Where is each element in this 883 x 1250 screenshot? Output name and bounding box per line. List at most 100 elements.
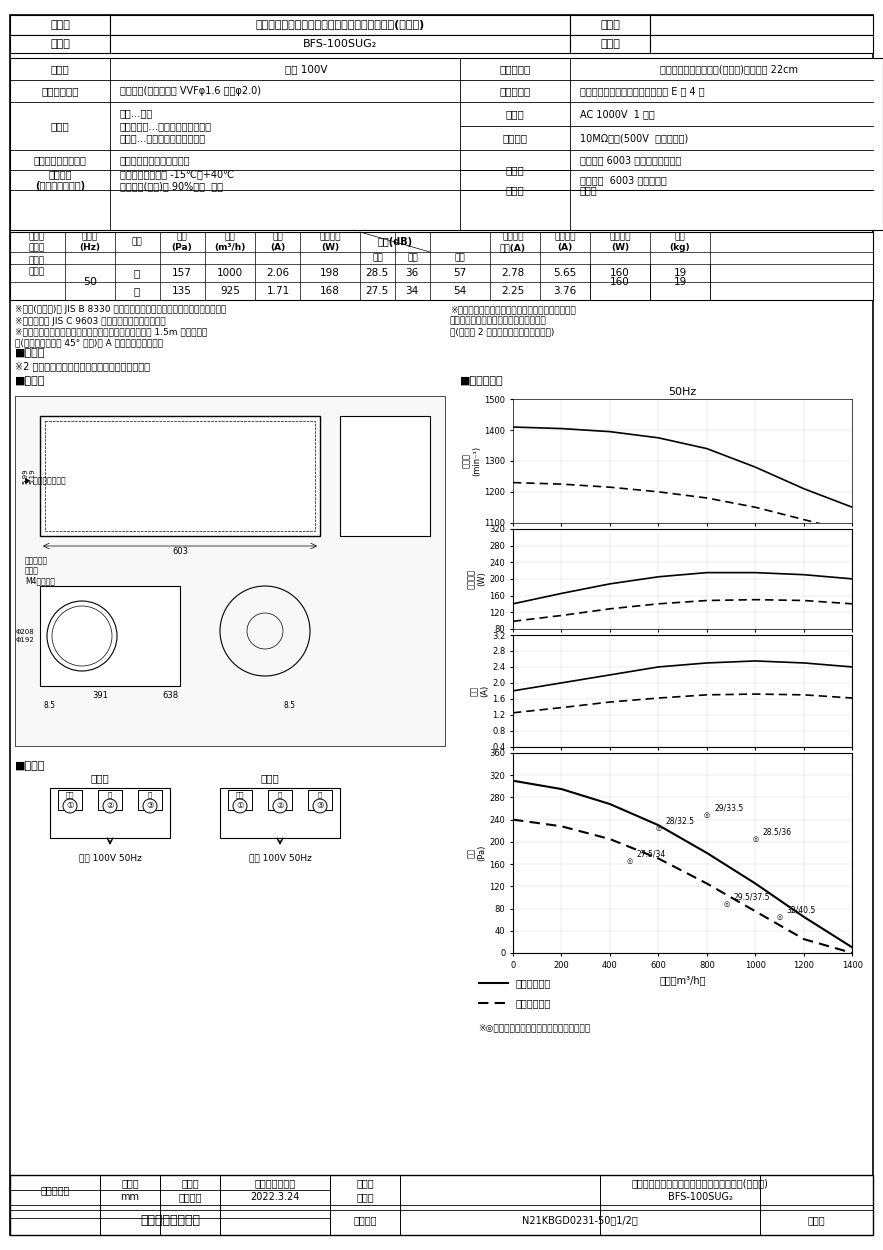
Bar <box>220 788 340 838</box>
Bar <box>98 790 122 810</box>
Text: ※騒音値は吐出側、吸込側にダクトを取り付けた状態で 1.5m 離れた地点: ※騒音値は吐出側、吸込側にダクトを取り付けた状態で 1.5m 離れた地点 <box>15 328 208 336</box>
Text: 28/32.5: 28/32.5 <box>666 816 695 825</box>
Text: ※風量(空気量)は JIS B 8330 のオリフィスチャンバー法で測定した値です。: ※風量(空気量)は JIS B 8330 のオリフィスチャンバー法で測定した値で… <box>15 305 226 315</box>
Text: 反負荷側  6003 両シールド: 反負荷側 6003 両シールド <box>580 175 667 185</box>
Bar <box>10 58 883 230</box>
Text: 198: 198 <box>320 268 340 278</box>
Text: 50: 50 <box>83 278 97 288</box>
Bar <box>40 416 320 536</box>
Text: ▶ 天吊全景詳細図: ▶ 天吊全景詳細図 <box>25 476 65 485</box>
Text: Φ208
Φ192: Φ208 Φ192 <box>16 629 34 642</box>
Text: 弱: 弱 <box>108 791 112 799</box>
Text: 弱: 弱 <box>278 791 283 799</box>
Circle shape <box>103 799 117 812</box>
Text: 弱ノッチ運転: 弱ノッチ運転 <box>515 999 550 1009</box>
Y-axis label: 消費電力
(W): 消費電力 (W) <box>467 569 487 589</box>
Bar <box>650 15 873 35</box>
Text: 公称出力
(W): 公称出力 (W) <box>609 232 630 253</box>
Text: 負荷側　 6003 両シール極軽接触: 負荷側 6003 両シール極軽接触 <box>580 155 682 165</box>
Circle shape <box>273 799 287 812</box>
Text: 起動電流
(A): 起動電流 (A) <box>555 232 576 253</box>
Text: 160: 160 <box>610 268 630 278</box>
Bar <box>10 232 873 300</box>
Text: 10MΩ以上(500V  絶縁抵抗計): 10MΩ以上(500V 絶縁抵抗計) <box>580 132 688 142</box>
Text: ◎: ◎ <box>704 812 710 819</box>
Text: 風量
(m³/h): 風量 (m³/h) <box>215 232 245 253</box>
Text: 2.25: 2.25 <box>502 286 525 296</box>
Text: ■お願い: ■お願い <box>15 348 45 358</box>
Text: 160: 160 <box>610 278 630 288</box>
Text: 送風機形式: 送風機形式 <box>500 64 531 74</box>
Text: 三菱ストレートシロッコファン天吊埋込タイプ(消音形): 三菱ストレートシロッコファン天吊埋込タイプ(消音形) <box>255 20 425 30</box>
Text: 28.5: 28.5 <box>366 268 389 278</box>
Text: 8.5: 8.5 <box>284 701 296 710</box>
Text: ウレア: ウレア <box>580 185 598 195</box>
Bar <box>650 264 710 300</box>
Circle shape <box>63 799 77 812</box>
Text: 2.06: 2.06 <box>267 268 290 278</box>
Circle shape <box>233 799 247 812</box>
Bar <box>10 15 110 35</box>
Bar <box>10 35 110 52</box>
Text: 温度　　　　　　 -15℃～+40℃
相対湿度(常温)　 90%以下  屋内: 温度 -15℃～+40℃ 相対湿度(常温) 90%以下 屋内 <box>120 169 234 191</box>
Text: 非比例尺: 非比例尺 <box>178 1192 201 1202</box>
Text: 5.19: 5.19 <box>29 469 35 484</box>
Text: mm: mm <box>120 1192 140 1202</box>
Text: 第３角図法: 第３角図法 <box>41 1185 70 1195</box>
Text: 羽根…樹脂
ケーシング…溶融亜鉛めっき鋼板
モータ…高耐食溶融めっき鋼板: 羽根…樹脂 ケーシング…溶融亜鉛めっき鋼板 モータ…高耐食溶融めっき鋼板 <box>120 109 212 144</box>
Text: 形　名: 形 名 <box>356 1192 374 1202</box>
Text: 5.65: 5.65 <box>554 268 577 278</box>
Text: (吐出騒音は斜め 45° 方向)の A スケールの値です。: (吐出騒音は斜め 45° 方向)の A スケールの値です。 <box>15 339 163 348</box>
Text: 単相 100V: 単相 100V <box>285 64 328 74</box>
Text: ②: ② <box>276 801 283 810</box>
Text: 材　料: 材 料 <box>50 121 70 131</box>
Text: 速調: 速調 <box>132 238 142 246</box>
Text: 共通: 共通 <box>65 791 74 799</box>
Text: ■結線図: ■結線図 <box>15 761 45 771</box>
Text: 電流
(A): 電流 (A) <box>270 232 285 253</box>
Text: 5.99: 5.99 <box>22 469 28 484</box>
Y-axis label: 静圧
(Pa): 静圧 (Pa) <box>467 845 487 861</box>
Text: 吸込: 吸込 <box>407 254 418 262</box>
Text: 強ノッチ運転: 強ノッチ運転 <box>515 978 550 988</box>
Text: ②: ② <box>106 801 114 810</box>
Text: 603: 603 <box>172 546 188 555</box>
Text: 点検口: 点検口 <box>25 566 39 575</box>
Text: 吐出: 吐出 <box>455 254 465 262</box>
Text: 2.78: 2.78 <box>502 268 525 278</box>
X-axis label: 風量（m³/h）: 風量（m³/h） <box>660 975 706 985</box>
Text: 28.5/36: 28.5/36 <box>763 828 792 836</box>
Text: 1.71: 1.71 <box>267 286 290 296</box>
Text: 作　成　日　付: 作 成 日 付 <box>254 1178 296 1188</box>
Bar <box>45 421 315 531</box>
Text: 尺　度: 尺 度 <box>181 1178 199 1188</box>
Text: 単　位: 単 位 <box>121 1178 139 1188</box>
Text: 19: 19 <box>674 278 687 288</box>
Text: ①: ① <box>66 801 74 810</box>
Text: ※2 ページ目の注意事項を必ずご参照ください。: ※2 ページ目の注意事項を必ずご参照ください。 <box>15 361 150 371</box>
Title: 50Hz: 50Hz <box>668 388 697 398</box>
Text: 強: 強 <box>134 268 140 278</box>
Bar <box>15 396 445 746</box>
Text: 強運転: 強運転 <box>91 772 109 782</box>
Text: 外観色調・塗装仕様: 外観色調・塗装仕様 <box>34 155 87 165</box>
Bar <box>650 35 873 52</box>
Text: N21KBGD0231-50（1/2）: N21KBGD0231-50（1/2） <box>522 1215 638 1225</box>
Text: BFS-100SUG₂: BFS-100SUG₂ <box>668 1192 732 1202</box>
Text: 品　名: 品 名 <box>356 1178 374 1188</box>
Text: 8.5: 8.5 <box>44 701 56 710</box>
Text: ③: ③ <box>147 801 154 810</box>
Bar <box>570 35 650 52</box>
Text: 周波数
(Hz): 周波数 (Hz) <box>79 232 101 253</box>
Text: 強: 強 <box>147 791 152 799</box>
Text: 共通: 共通 <box>236 791 245 799</box>
Text: 記　号: 記 号 <box>600 39 620 49</box>
Text: ③: ③ <box>316 801 324 810</box>
Text: 電動機形式: 電動機形式 <box>500 86 531 96</box>
Text: 全閉形コンデンサ単相誘導電動機 E 種 4 極: 全閉形コンデンサ単相誘導電動機 E 種 4 極 <box>580 86 705 96</box>
Circle shape <box>313 799 327 812</box>
Text: 29.5/37.5: 29.5/37.5 <box>734 892 770 901</box>
Bar <box>58 790 82 810</box>
Text: 仕様書: 仕様書 <box>807 1215 825 1225</box>
Text: 57: 57 <box>453 268 466 278</box>
